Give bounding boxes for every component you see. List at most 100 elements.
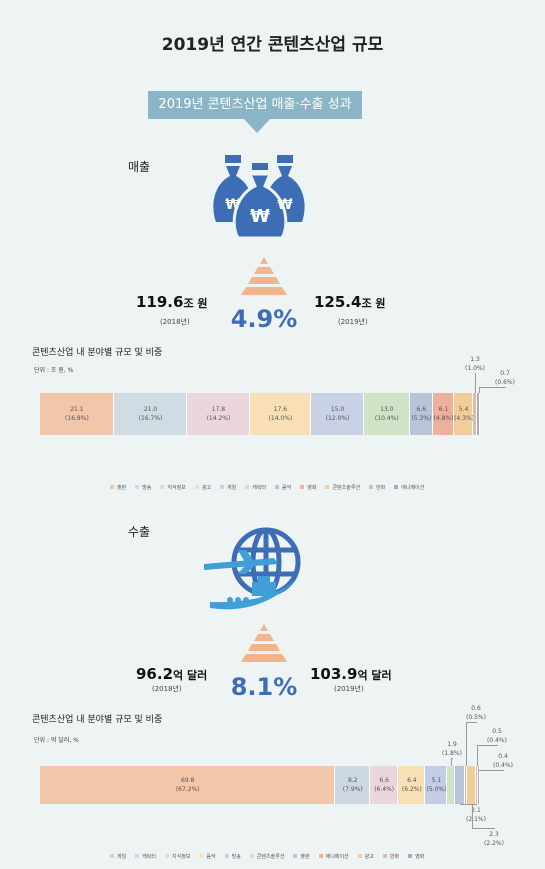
legend-label: 캐릭터 [142,853,157,860]
legend-label: 게임 [117,853,127,860]
leader-line [477,745,498,746]
legend-label: 콘텐츠솔루션 [332,484,361,491]
bar-segment-6 [409,393,433,435]
segment-value: 0.5 [492,728,502,735]
legend-label: 지식정보 [167,484,186,491]
sales-2018: 119.6조 원 [136,292,226,311]
legend-swatch [160,485,165,489]
legend-item: 광고 [194,484,211,491]
leader-line [460,804,477,805]
exports-unit: 단위 : 억 달러, % [34,737,79,744]
legend-swatch [382,854,387,858]
bar-segment-label: 6.1 (4.8%) [433,405,454,423]
bar-segment-label: 21.0 (16.7%) [114,405,187,423]
leader-line [471,804,473,828]
leader-line [465,722,467,766]
segment-value: 2.3 [489,831,499,838]
legend-item: 출판 [110,484,126,491]
segment-share: (1.0%) [465,365,485,372]
legend-item: 만화 [369,484,385,491]
sales-unit: 단위 : 조 원, % [34,367,74,374]
exports-section-label: 수출 [128,525,151,539]
segment-share: (0.4%) [487,737,507,744]
legend-item: 게임 [220,484,236,491]
legend-swatch [135,485,140,489]
leader-line [477,745,479,766]
legend-item: 캐릭터 [135,853,156,860]
bar-outer-label: 2.3 (2.2%) [479,830,509,848]
bar-outer-label: 0.4 (0.4%) [488,752,518,770]
bar-segment-label: 15.0 (12.0%) [311,405,364,423]
bar-outer-label: 0.5 (0.4%) [482,727,512,745]
segment-value: 1.9 [447,741,457,748]
bar-segment-10 [477,393,480,435]
legend-item: 지식정보 [165,853,190,860]
legend-item: 출판 [293,853,310,860]
legend-label: 영화 [307,484,317,491]
sales-2018-value: 119.6 [136,293,184,311]
legend-label: 음악 [282,484,292,491]
segment-share: (6.4%) [374,786,395,793]
bar-segment-0 [40,393,114,435]
legend-item: 방송 [224,853,241,860]
exports-2018-value: 96.2 [136,665,174,683]
legend-swatch [369,485,374,489]
sales-2018-unit: 조 원 [183,297,208,310]
segment-share: (1.8%) [442,750,462,757]
bar-segment-2 [187,393,250,435]
segment-value: 6.6 [379,777,389,784]
exports-2019-year: (2019년) [334,685,364,693]
exports-2019: 103.9억 달러 [310,664,420,683]
segment-share: (5.0%) [426,786,447,793]
exports-chart-title: 콘텐츠산업 내 분야별 규모 및 비중 [32,715,163,725]
sales-2018-year: (2018년) [160,318,190,326]
legend-swatch [245,485,250,489]
legend-item: 캐릭터 [245,484,266,491]
legend-swatch [220,485,225,489]
legend-swatch [194,485,199,489]
segment-share: (0.6%) [495,379,515,386]
bar-segment-7 [432,393,455,435]
exports-2019-value: 103.9 [310,665,358,683]
segment-value: 6.4 [407,777,417,784]
segment-share: (0.4%) [493,762,513,769]
legend-swatch [110,485,114,489]
segment-share: (6.2%) [401,786,422,793]
legend-label: 영화 [415,853,425,860]
segment-value: 17.8 [211,406,226,413]
page-title: 2019년 연간 콘텐츠산업 규모 [161,35,384,55]
leader-line [478,387,480,393]
legend-swatch [408,854,413,858]
exports-2018-unit: 억 달러 [173,669,208,682]
bar-outer-label: 1.3 (1.0%) [460,355,490,373]
legend-item: 게임 [110,853,126,860]
legend-item: 영화 [300,484,316,491]
segment-share: (14.2%) [206,415,231,422]
bar-outer-label: 0.7 (0.6%) [490,369,520,387]
bar-segment-1 [113,393,188,435]
legend-swatch [165,854,170,858]
bar-segment-label: 5.1 (5.0%) [425,776,447,794]
segment-value: 0.4 [498,753,508,760]
leader-line [478,387,506,388]
legend-item: 방송 [135,484,151,491]
bar-segment-6 [455,766,465,804]
leader-line [475,373,477,374]
bar-segment-4 [425,766,448,804]
sales-2019-year: (2019년) [338,318,368,326]
segment-value: 69.8 [181,777,195,784]
segment-share: (16.8%) [65,415,89,422]
segment-share: (12.0%) [325,415,350,422]
legend-label: 만화 [376,484,386,491]
legend-label: 만화 [389,853,400,860]
legend-swatch [357,854,362,858]
bar-segment-3 [398,766,426,804]
money-bags-icon: ₩ ₩ ₩ [213,155,305,240]
legend-item: 광고 [357,853,374,860]
bar-segment-10 [478,766,480,804]
bar-segment-9 [476,766,479,804]
legend-item: 지식정보 [160,484,186,491]
bar-segment-label: 6.6 (5.3%) [410,405,433,423]
bar-segment-4 [311,393,364,435]
leader-line [479,770,504,771]
